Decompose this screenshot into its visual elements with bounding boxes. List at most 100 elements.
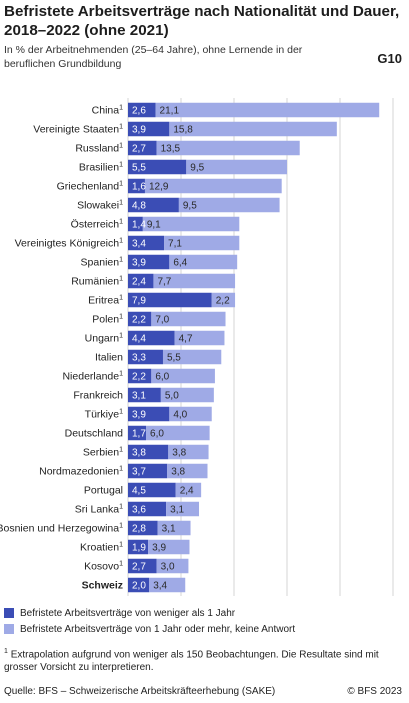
bar-series-2 (175, 482, 202, 498)
data-label-series-1: 3,4 (132, 239, 146, 250)
bar-series-2 (144, 178, 282, 194)
bar-chart: 2,6 21,1 3,9 15,8 2,7 13,5 5,5 9,5 1,6 12,94,8 9,5… (0, 98, 394, 596)
bar-series-1 (128, 102, 156, 118)
bar-series-2 (157, 520, 191, 536)
chart-title: Befristete Arbeitsverträge nach National… (4, 3, 400, 39)
bar-series-2 (164, 235, 240, 251)
data-label-series-2: 15,8 (173, 125, 193, 136)
bar-series-2 (142, 216, 240, 232)
data-label-series-2: 3,8 (171, 467, 185, 478)
data-label-series-2: 9,5 (190, 163, 204, 174)
bar-series-1 (128, 159, 187, 175)
bar-series-1 (128, 178, 145, 194)
footnote: 1 Extrapolation aufgrund von weniger als… (4, 645, 404, 674)
category-label: Spanien1 (81, 257, 124, 269)
bar-series-1 (128, 197, 179, 213)
data-label-series-1: 3,9 (132, 258, 146, 269)
bar-series-1 (128, 463, 168, 479)
category-label: Niederlande1 (62, 371, 123, 383)
data-label-series-1: 3,6 (132, 505, 146, 516)
bar-series-1 (128, 330, 175, 346)
copyright: © BFS 2023 (347, 686, 402, 697)
bar-series-2 (169, 121, 337, 137)
bar-series-1 (128, 254, 170, 270)
bar-series-1 (128, 482, 176, 498)
bar-series-1 (128, 539, 149, 555)
data-label-series-1: 7,9 (132, 296, 146, 307)
bar-series-1 (128, 425, 147, 441)
bar-series-2 (167, 463, 208, 479)
category-label: Griechenland1 (57, 181, 123, 193)
data-label-series-1: 3,9 (132, 125, 146, 136)
bar-series-1 (128, 349, 163, 365)
data-label-series-2: 5,0 (165, 391, 179, 402)
bar-series-2 (211, 292, 236, 308)
data-label-series-1: 2,2 (132, 372, 146, 383)
data-label-series-2: 5,5 (167, 353, 181, 364)
legend: Befristete Arbeitsverträge von weniger a… (4, 605, 295, 637)
legend-item-series-2: Befristete Arbeitsverträge von 1 Jahr od… (4, 621, 295, 637)
category-label: Serbien1 (83, 447, 123, 459)
bar-series-2 (162, 349, 222, 365)
category-label: China1 (92, 105, 123, 117)
bar-series-2 (156, 558, 189, 574)
data-label-series-2: 3,1 (170, 505, 184, 516)
category-label: Brasilien1 (79, 162, 123, 174)
bar-series-1 (128, 520, 158, 536)
data-label-series-2: 7,1 (168, 239, 182, 250)
bar-series-1 (128, 577, 150, 593)
bar-series-1 (128, 501, 167, 517)
bar-series-2 (169, 406, 212, 422)
data-label-series-1: 2,7 (132, 562, 146, 573)
legend-item-series-1: Befristete Arbeitsverträge von weniger a… (4, 605, 295, 621)
data-label-series-1: 3,9 (132, 410, 146, 421)
bar-series-1 (128, 273, 154, 289)
bar-series-1 (128, 292, 212, 308)
data-label-series-2: 6,0 (150, 429, 164, 440)
data-label-series-2: 7,0 (155, 315, 169, 326)
bar-series-2 (166, 501, 200, 517)
category-label: Sri Lanka1 (75, 504, 123, 516)
bar-series-2 (186, 159, 287, 175)
data-label-series-2: 3,0 (161, 562, 175, 573)
data-label-series-1: 1,9 (132, 543, 146, 554)
category-label: Ungarn1 (85, 333, 123, 345)
category-label: Slowakei1 (77, 200, 123, 212)
bar-series-1 (128, 444, 169, 460)
data-label-series-2: 4,0 (173, 410, 187, 421)
data-label-series-1: 2,2 (132, 315, 146, 326)
data-label-series-1: 3,1 (132, 391, 146, 402)
bar-series-2 (153, 273, 236, 289)
bar-series-2 (151, 311, 226, 327)
category-label: Nordmazedonien1 (39, 466, 123, 478)
data-label-series-1: 3,3 (132, 353, 146, 364)
category-label: Vereinigtes Königreich1 (15, 238, 123, 250)
data-label-series-1: 1,6 (132, 182, 146, 193)
data-label-series-2: 6,0 (155, 372, 169, 383)
data-label-series-2: 3,4 (153, 581, 167, 592)
category-label: Russland1 (75, 143, 123, 155)
category-label: Deutschland (65, 428, 124, 440)
data-label-series-2: 4,7 (179, 334, 193, 345)
data-label-series-1: 2,4 (132, 277, 146, 288)
data-label-series-1: 5,5 (132, 163, 146, 174)
bar-series-2 (149, 577, 186, 593)
category-label: Schweiz (82, 580, 123, 592)
data-label-series-2: 2,4 (180, 486, 194, 497)
category-label: Rumänien1 (71, 276, 123, 288)
legend-label-series-1: Befristete Arbeitsverträge von weniger a… (20, 607, 236, 619)
bar-series-1 (128, 406, 170, 422)
bar-series-1 (128, 216, 143, 232)
bar-series-1 (128, 368, 152, 384)
data-label-series-1: 4,5 (132, 486, 146, 497)
bar-series-1 (128, 311, 152, 327)
bar-series-2 (148, 539, 190, 555)
source-note: Quelle: BFS – Schweizerische Arbeitskräf… (4, 686, 276, 697)
data-label-series-2: 9,1 (147, 220, 161, 231)
data-label-series-2: 2,2 (216, 296, 230, 307)
bar-series-2 (156, 140, 300, 156)
data-label-series-2: 3,8 (172, 448, 186, 459)
data-label-series-1: 3,8 (132, 448, 146, 459)
category-label: Bosnien und Herzegowina1 (0, 523, 123, 535)
bar-series-2 (174, 330, 225, 346)
